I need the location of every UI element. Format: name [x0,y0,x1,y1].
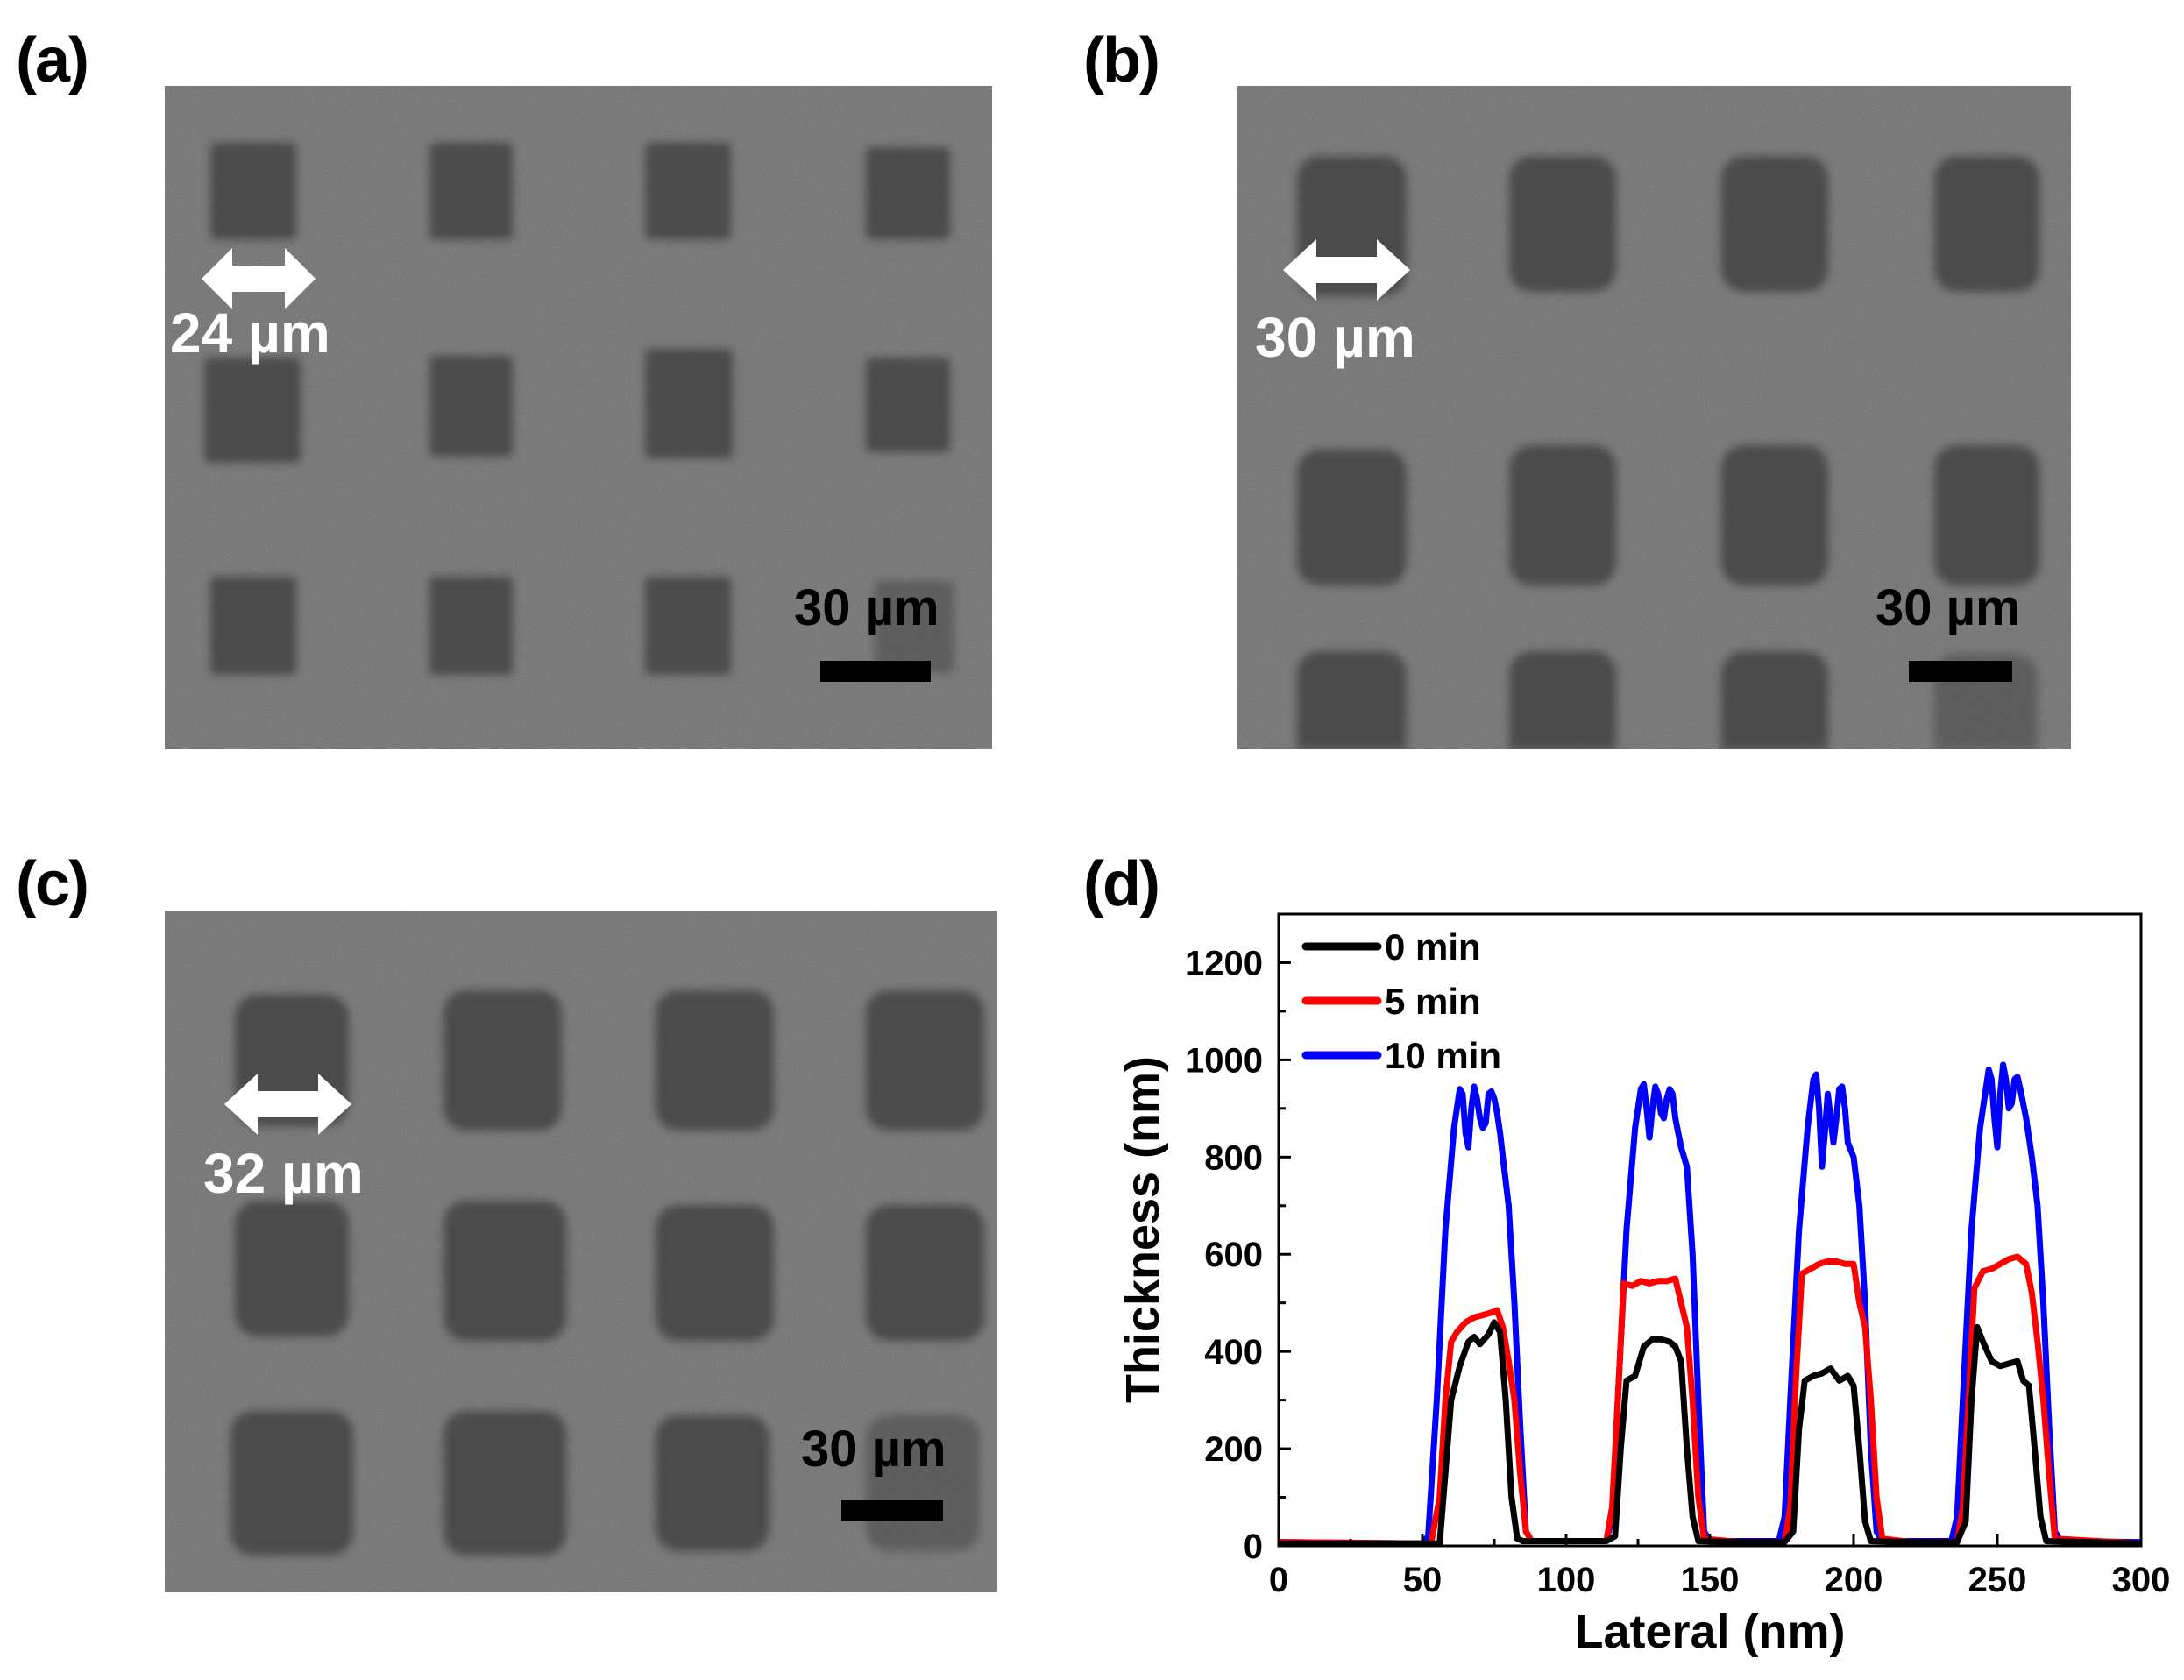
double-arrow-icon [1283,239,1410,301]
pattern-square [443,1201,566,1341]
dimension-label: 30 µm [1255,306,1415,369]
pattern-square [866,147,950,239]
series-line [1278,1253,2142,1547]
x-tick-label: 250 [1968,1561,2027,1599]
sem-image-a: 24 µm 30 µm [165,86,992,749]
x-tick-label: 300 [2112,1561,2171,1599]
pattern-square [1934,156,2039,292]
y-tick-label: 800 [1204,1138,1263,1177]
pattern-square [1721,651,1828,749]
pattern-square [204,358,301,463]
pattern-square [866,1415,980,1551]
pattern-square [1509,156,1616,292]
pattern-square [866,358,950,452]
sem-image-b: 30 µm 30 µm [1237,86,2071,749]
legend: 0 min 5 min 10 min [1301,926,1501,1076]
pattern-square [235,1201,349,1336]
series-line [1279,1319,2142,1547]
y-tick-label: 1000 [1185,1041,1263,1080]
y-tick-label: 0 [1244,1528,1263,1566]
dimension-label: 32 µm [203,1142,364,1205]
x-tick-label: 0 [1269,1561,1288,1599]
panel-label-b: (b) [1083,25,1160,96]
legend-label: 5 min [1385,981,1481,1022]
pattern-square [1509,651,1616,749]
y-tick-label: 400 [1204,1333,1263,1372]
scale-bar [841,1500,943,1521]
pattern-square [656,990,774,1131]
dimension-label: 24 µm [170,301,330,365]
y-tick-label: 200 [1204,1430,1263,1469]
pattern-square [645,143,731,239]
pattern-square [645,349,733,458]
pattern-square [429,356,513,457]
pattern-square [1509,445,1616,585]
pattern-square [429,143,513,239]
double-arrow-icon [202,248,316,309]
panel-label-c: (c) [16,849,89,919]
y-axis-label: Thickness (nm) [1117,1056,1169,1403]
sem-image-c: 32 µm 30 µm [165,911,997,1592]
scale-bar [820,661,931,682]
pattern-square [656,1415,769,1551]
x-axis-ticks: 0 50 100 150 200 250 300 [1269,1534,2171,1599]
panel-label-d: (d) [1083,849,1160,919]
x-tick-label: 200 [1825,1561,1883,1599]
x-tick-label: 50 [1403,1561,1443,1599]
y-axis-ticks: 0 200 400 600 800 1000 1200 [1185,944,1291,1566]
pattern-square [230,1411,353,1556]
scale-bar-label: 30 µm [801,1421,947,1478]
pattern-square [443,990,562,1131]
pattern-square [656,1205,774,1341]
scale-bar [1909,661,2012,682]
pattern-square [875,581,954,673]
panel-label-a: (a) [16,25,89,96]
scale-bar-label: 30 µm [1876,579,2021,636]
double-arrow-icon [224,1074,351,1135]
pattern-square [1297,450,1407,585]
pattern-square [866,990,984,1131]
pattern-square [645,577,731,675]
pattern-square [443,1411,566,1556]
y-tick-label: 600 [1204,1236,1263,1274]
pattern-square [429,577,513,675]
scale-bar-label: 30 µm [794,579,940,636]
sem-noise [165,86,992,749]
x-tick-label: 100 [1537,1561,1596,1599]
pattern-square [210,143,296,239]
x-axis-label: Lateral (nm) [1574,1606,1845,1658]
pattern-square [1297,651,1407,749]
pattern-square [1934,445,2039,585]
legend-label: 10 min [1385,1035,1501,1076]
pattern-square [210,577,296,675]
pattern-square [866,1205,984,1341]
plot-series [1278,1061,2142,1547]
series-line [1278,1061,2142,1547]
legend-label: 0 min [1385,926,1481,968]
pattern-square [1721,156,1828,292]
x-tick-label: 150 [1681,1561,1740,1599]
y-tick-label: 1200 [1185,944,1263,982]
pattern-square [1721,445,1828,585]
